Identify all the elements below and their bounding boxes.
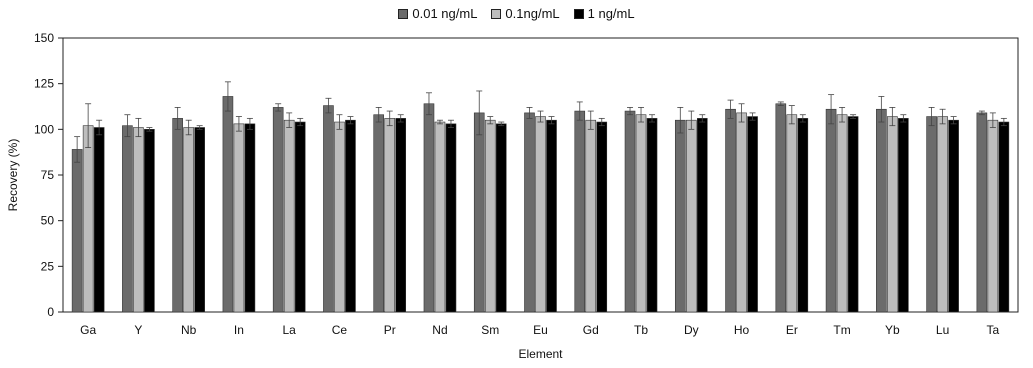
bar-nb-series-1	[172, 118, 183, 313]
bar-nd-series-3	[445, 123, 457, 313]
bar-eu-series-2	[535, 116, 546, 313]
x-tick-label-ga: Ga	[80, 323, 96, 337]
bar-y-series-3	[144, 129, 155, 313]
x-tick-label-ce: Ce	[332, 323, 348, 337]
legend-entry-series-3: 1 ng/mL	[573, 6, 635, 21]
bar-sm-series-3	[495, 123, 507, 313]
y-tick-label: 25	[41, 259, 55, 273]
bar-y-series-2	[133, 127, 144, 313]
bar-ho-series-2	[736, 112, 747, 313]
legend-swatch-series-3	[573, 8, 584, 19]
y-tick-label: 125	[34, 77, 54, 91]
x-tick-label-dy: Dy	[684, 323, 699, 337]
x-tick-label-gd: Gd	[583, 323, 599, 337]
x-tick-label-er: Er	[786, 323, 798, 337]
x-tick-label-nd: Nd	[432, 323, 447, 337]
legend-swatch-series-2	[491, 8, 502, 19]
bar-er-series-2	[786, 114, 798, 313]
bar-dy-series-2	[685, 119, 697, 313]
x-tick-label-lu: Lu	[936, 323, 949, 337]
y-tick-label: 150	[34, 31, 54, 45]
x-tick-label-ho: Ho	[734, 323, 750, 337]
bar-la-series-3	[294, 121, 306, 313]
bar-tb-series-3	[646, 118, 658, 313]
bar-yb-series-1	[876, 108, 887, 313]
bar-sm-series-1	[473, 112, 485, 313]
x-tick-label-in: In	[234, 323, 244, 337]
bar-gd-series-3	[596, 121, 608, 313]
bar-pr-series-2	[384, 118, 396, 313]
bar-ce-series-3	[345, 119, 356, 313]
bar-ho-series-3	[747, 116, 758, 313]
bar-ta-series-2	[987, 119, 999, 313]
legend-label-series-3: 1 ng/mL	[587, 6, 635, 21]
bar-dy-series-1	[674, 119, 686, 313]
chart-legend: 0.01 ng/mL 0.1ng/mL 1 ng/mL	[0, 6, 1033, 21]
y-tick-label: 0	[47, 305, 54, 319]
legend-label-series-2: 0.1ng/mL	[505, 6, 560, 21]
legend-entry-series-1: 0.01 ng/mL	[398, 6, 477, 21]
bar-nd-series-2	[434, 121, 446, 313]
x-tick-label-nb: Nb	[181, 323, 197, 337]
bar-ga-series-3	[93, 127, 105, 313]
bar-lu-series-2	[937, 116, 948, 313]
bar-pr-series-1	[373, 114, 385, 313]
bar-tb-series-2	[635, 114, 647, 313]
bar-in-series-3	[244, 123, 256, 313]
bar-sm-series-2	[484, 119, 496, 313]
x-tick-label-ta: Ta	[987, 323, 1000, 337]
bar-in-series-2	[233, 123, 245, 313]
bar-ga-series-2	[82, 125, 94, 313]
x-tick-label-pr: Pr	[384, 323, 396, 337]
bar-ta-series-1	[976, 112, 988, 313]
bar-ho-series-1	[725, 108, 736, 313]
bar-in-series-1	[222, 96, 234, 313]
x-tick-label-yb: Yb	[885, 323, 900, 337]
y-tick-label: 50	[41, 214, 55, 228]
bar-er-series-3	[797, 118, 809, 313]
bar-la-series-1	[272, 107, 284, 313]
bar-eu-series-3	[546, 119, 557, 313]
bar-tb-series-1	[624, 110, 636, 313]
bar-nb-series-2	[183, 127, 194, 313]
bar-er-series-1	[775, 103, 787, 313]
legend-label-series-1: 0.01 ng/mL	[412, 6, 478, 21]
bar-la-series-2	[283, 119, 295, 313]
bar-gd-series-2	[585, 119, 597, 313]
bar-tm-series-2	[836, 114, 848, 313]
bar-ta-series-3	[998, 121, 1010, 313]
x-tick-label-tm: Tm	[833, 323, 850, 337]
bar-dy-series-3	[696, 118, 708, 313]
bar-lu-series-1	[926, 116, 937, 313]
bar-ga-series-1	[71, 149, 83, 313]
bar-gd-series-1	[574, 110, 586, 313]
x-tick-label-tb: Tb	[634, 323, 648, 337]
x-axis-title: Element	[518, 347, 563, 361]
bar-yb-series-3	[898, 118, 909, 313]
bar-eu-series-1	[524, 112, 535, 313]
x-tick-label-eu: Eu	[533, 323, 548, 337]
bar-ce-series-1	[323, 105, 334, 313]
legend-entry-series-2: 0.1ng/mL	[491, 6, 560, 21]
bar-tm-series-3	[847, 116, 859, 313]
bar-yb-series-2	[887, 116, 898, 313]
bar-nd-series-1	[423, 103, 435, 313]
y-tick-label: 75	[41, 168, 55, 182]
x-tick-label-la: La	[283, 323, 297, 337]
bar-tm-series-1	[825, 108, 837, 313]
bar-nb-series-3	[194, 127, 205, 313]
legend-swatch-series-1	[398, 8, 409, 19]
bar-y-series-1	[122, 125, 133, 313]
bar-pr-series-3	[395, 118, 407, 313]
bar-lu-series-3	[948, 119, 959, 313]
bar-ce-series-2	[334, 121, 345, 313]
x-tick-label-sm: Sm	[481, 323, 499, 337]
x-tick-label-y: Y	[134, 323, 142, 337]
y-tick-label: 100	[34, 122, 54, 136]
y-axis-title: Recovery (%)	[6, 139, 20, 212]
